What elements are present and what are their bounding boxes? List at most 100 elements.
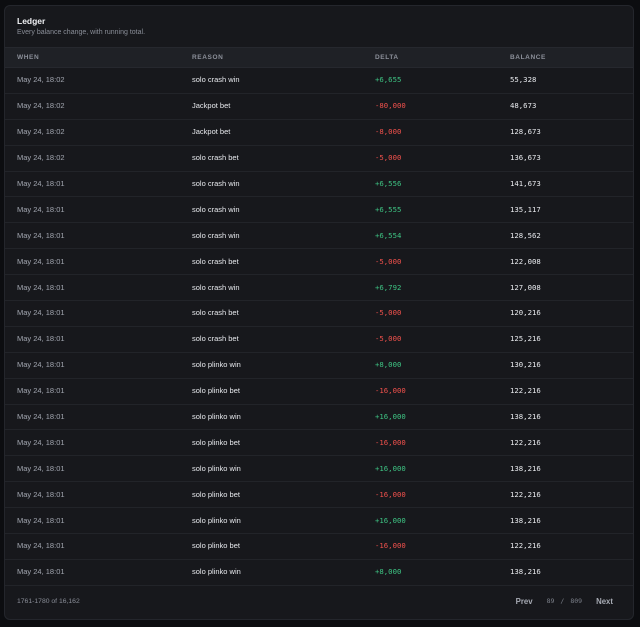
cell-balance: 138,216 bbox=[510, 515, 541, 525]
table-row: May 24, 18:01 solo plinko win +16,000 138,2… bbox=[5, 456, 633, 483]
table-row: May 24, 18:01 solo crash win +6,556 141,673 bbox=[5, 172, 633, 198]
cell-reason: solo plinko bet bbox=[192, 541, 240, 551]
page-indicator: 89 / 809 bbox=[547, 597, 583, 605]
cell-delta: +16,000 bbox=[375, 463, 406, 473]
cell-reason: solo plinko bet bbox=[192, 386, 240, 396]
page-current: 89 bbox=[546, 597, 555, 605]
cell-reason: solo crash bet bbox=[192, 308, 239, 318]
cell-reason: solo plinko win bbox=[192, 412, 241, 422]
table-row: May 24, 18:01 solo crash win +6,792 127,008 bbox=[5, 275, 633, 302]
cell-when: May 24, 18:01 bbox=[17, 541, 65, 551]
cell-delta: +6,555 bbox=[375, 204, 402, 214]
table-row: May 24, 18:01 solo plinko bet -16,000 122,2… bbox=[5, 430, 633, 457]
cell-delta: +16,000 bbox=[375, 412, 406, 422]
cell-balance: 48,673 bbox=[510, 101, 537, 111]
cell-reason: solo crash win bbox=[192, 75, 240, 85]
cell-balance: 135,117 bbox=[510, 204, 541, 214]
cell-when: May 24, 18:01 bbox=[17, 256, 65, 266]
cell-when: May 24, 18:02 bbox=[17, 101, 65, 111]
page-subtitle: Every balance change, with running total… bbox=[17, 29, 146, 36]
cell-delta: -16,000 bbox=[375, 437, 406, 447]
table-row: May 24, 18:02 Jackpot bet -80,000 48,673 bbox=[5, 94, 633, 120]
page-total: 809 bbox=[570, 597, 583, 605]
cell-when: May 24, 18:01 bbox=[17, 204, 65, 214]
cell-when: May 24, 18:01 bbox=[17, 360, 65, 370]
cell-when: May 24, 18:01 bbox=[17, 515, 65, 525]
table-row: May 24, 18:01 solo crash bet -5,000 125,216 bbox=[5, 327, 633, 353]
ledger-card: Ledger Every balance change, with runnin… bbox=[4, 5, 634, 620]
table-row: May 24, 18:01 solo crash win +6,554 128,562 bbox=[5, 223, 633, 250]
table-row: May 24, 18:01 solo plinko win +8,000 138,21… bbox=[5, 560, 633, 586]
next-button[interactable]: Next bbox=[596, 596, 613, 606]
cell-delta: -5,000 bbox=[375, 256, 402, 266]
pager: Prev 89 / 809 Next bbox=[516, 597, 613, 606]
cell-reason: solo plinko win bbox=[192, 360, 241, 370]
cell-reason: Jackpot bet bbox=[192, 101, 231, 111]
cell-delta: -16,000 bbox=[375, 489, 406, 499]
cell-balance: 130,216 bbox=[510, 360, 541, 370]
cell-when: May 24, 18:01 bbox=[17, 230, 65, 240]
cell-reason: Jackpot bet bbox=[192, 127, 231, 137]
cell-delta: +6,554 bbox=[375, 230, 402, 240]
cell-reason: solo crash win bbox=[192, 179, 240, 188]
cell-balance: 55,328 bbox=[510, 75, 537, 85]
cell-delta: +16,000 bbox=[375, 515, 406, 525]
column-header-delta[interactable]: DELTA bbox=[375, 54, 399, 61]
cell-balance: 138,216 bbox=[510, 567, 541, 577]
cell-when: May 24, 18:01 bbox=[17, 489, 65, 499]
cell-when: May 24, 18:01 bbox=[17, 282, 65, 292]
table-row: May 24, 18:01 solo plinko win +16,000 138,2… bbox=[5, 405, 633, 431]
table-row: May 24, 18:01 solo plinko win +16,000 138,2… bbox=[5, 508, 633, 535]
cell-balance: 138,216 bbox=[510, 412, 541, 422]
cell-balance: 122,216 bbox=[510, 489, 541, 499]
cell-when: May 24, 18:01 bbox=[17, 567, 65, 577]
cell-reason: solo crash win bbox=[192, 282, 240, 292]
table-body: May 24, 18:02 solo crash win +6,655 55,328 M… bbox=[5, 68, 633, 586]
cell-when: May 24, 18:02 bbox=[17, 75, 65, 85]
column-header-when[interactable]: WHEN bbox=[17, 54, 40, 61]
cell-balance: 122,008 bbox=[510, 256, 541, 266]
cell-when: May 24, 18:01 bbox=[17, 437, 65, 447]
cell-reason: solo plinko win bbox=[192, 567, 241, 577]
cell-delta: +8,000 bbox=[375, 567, 402, 577]
cell-balance: 127,008 bbox=[510, 282, 541, 292]
range-label: 1761-1780 of 16,162 bbox=[17, 597, 80, 605]
cell-delta: -80,000 bbox=[375, 101, 406, 111]
cell-when: May 24, 18:01 bbox=[17, 386, 65, 396]
column-header-reason[interactable]: REASON bbox=[192, 54, 224, 61]
cell-balance: 122,216 bbox=[510, 541, 541, 551]
cell-when: May 24, 18:01 bbox=[17, 179, 65, 188]
cell-delta: -5,000 bbox=[375, 308, 402, 318]
pagination-footer: 1761-1780 of 16,162 Prev 89 / 809 Next bbox=[5, 583, 633, 619]
table-header: WHEN REASON DELTA BALANCE bbox=[5, 47, 633, 68]
cell-reason: solo crash bet bbox=[192, 334, 239, 344]
cell-delta: +6,655 bbox=[375, 75, 402, 85]
cell-when: May 24, 18:01 bbox=[17, 334, 65, 344]
table-row: May 24, 18:01 solo crash bet -5,000 120,216 bbox=[5, 301, 633, 327]
cell-balance: 128,673 bbox=[510, 127, 541, 137]
cell-reason: solo plinko win bbox=[192, 515, 241, 525]
table-row: May 24, 18:01 solo crash bet -5,000 122,008 bbox=[5, 249, 633, 276]
table-row: May 24, 18:01 solo plinko bet -16,000 122,2… bbox=[5, 379, 633, 405]
page-separator: / bbox=[560, 597, 565, 605]
cell-delta: -5,000 bbox=[375, 153, 402, 163]
cell-delta: -5,000 bbox=[375, 334, 402, 344]
cell-delta: -16,000 bbox=[375, 541, 406, 551]
cell-reason: solo crash win bbox=[192, 230, 240, 240]
cell-when: May 24, 18:02 bbox=[17, 127, 65, 137]
cell-balance: 120,216 bbox=[510, 308, 541, 318]
column-header-balance[interactable]: BALANCE bbox=[510, 54, 546, 61]
cell-delta: -16,000 bbox=[375, 386, 406, 396]
cell-delta: +6,556 bbox=[375, 179, 402, 188]
table-row: May 24, 18:01 solo plinko bet -16,000 122,2… bbox=[5, 482, 633, 509]
cell-delta: +6,792 bbox=[375, 282, 402, 292]
cell-when: May 24, 18:01 bbox=[17, 412, 65, 422]
cell-reason: solo crash win bbox=[192, 204, 240, 214]
cell-delta: +8,000 bbox=[375, 360, 402, 370]
cell-when: May 24, 18:01 bbox=[17, 308, 65, 318]
cell-balance: 141,673 bbox=[510, 179, 541, 188]
cell-balance: 136,673 bbox=[510, 153, 541, 163]
table-row: May 24, 18:01 solo plinko win +8,000 130,21… bbox=[5, 353, 633, 379]
cell-balance: 122,216 bbox=[510, 386, 541, 396]
prev-button[interactable]: Prev bbox=[515, 596, 533, 606]
